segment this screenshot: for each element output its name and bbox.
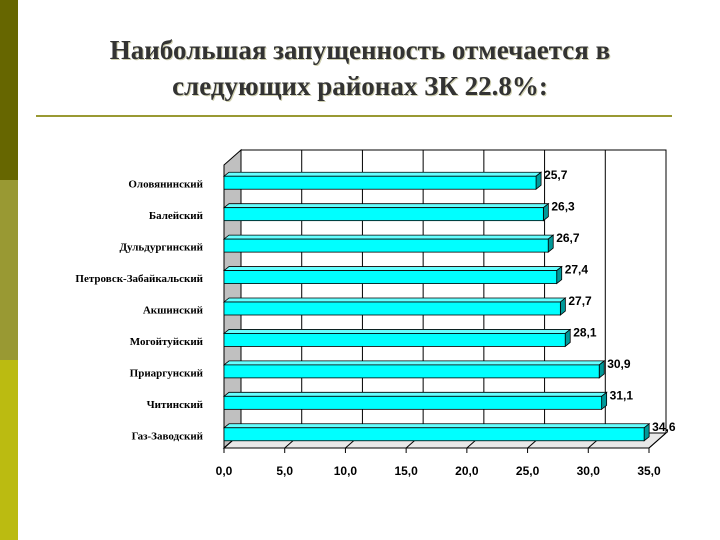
bar bbox=[223, 238, 549, 253]
floor-gridline bbox=[648, 432, 667, 449]
category-label: Могойтуйский bbox=[130, 336, 204, 348]
data-label: 26,3 bbox=[551, 200, 575, 214]
slide-title-line-2: следующих районах ЗК 22.8%: bbox=[172, 71, 548, 101]
bar bbox=[223, 175, 537, 190]
category-label: Акшинский bbox=[143, 305, 204, 317]
category-label: Приаргунский bbox=[130, 367, 204, 379]
title-divider bbox=[36, 115, 672, 117]
x-tick-label: 0,0 bbox=[216, 464, 233, 478]
bar-top-face bbox=[222, 234, 555, 240]
bar bbox=[223, 270, 558, 284]
bar-top-face bbox=[222, 171, 543, 177]
side-accent-dark bbox=[0, 0, 18, 180]
category-label: Читинский bbox=[147, 399, 204, 411]
bar-top-face bbox=[222, 329, 572, 334]
x-tick-label: 10,0 bbox=[334, 464, 358, 478]
bar-top-face bbox=[222, 423, 651, 429]
category-label: Петровск-Забайкальский bbox=[75, 273, 203, 285]
category-label: Дульдургинский bbox=[119, 242, 203, 254]
x-tick-label: 35,0 bbox=[637, 464, 661, 478]
data-label: 31,1 bbox=[610, 388, 634, 402]
side-accent-mid bbox=[0, 180, 18, 360]
x-tick-label: 15,0 bbox=[394, 464, 418, 478]
category-label: Оловянинский bbox=[128, 179, 203, 191]
data-label: 28,1 bbox=[573, 325, 597, 339]
data-label: 26,7 bbox=[556, 231, 580, 245]
data-label: 34,6 bbox=[652, 420, 676, 434]
data-label: 25,7 bbox=[544, 168, 568, 182]
bar-top-face bbox=[222, 266, 563, 271]
bar bbox=[223, 395, 603, 410]
data-label: 27,7 bbox=[568, 294, 592, 308]
bar bbox=[223, 364, 600, 379]
x-tick-label: 20,0 bbox=[455, 464, 479, 478]
chart-back-wall bbox=[240, 149, 667, 434]
category-label: Газ-Заводский bbox=[132, 430, 204, 442]
data-label: 27,4 bbox=[565, 263, 589, 277]
bar bbox=[223, 207, 544, 222]
category-label: Балейский bbox=[149, 210, 204, 222]
bar-top-face bbox=[222, 297, 567, 303]
bar bbox=[223, 301, 561, 316]
slide-title-line-1: Наибольшая запущенность отмечается в bbox=[109, 35, 611, 65]
bar-top-face bbox=[222, 360, 606, 366]
slide-title: Наибольшая запущенность отмечается в сле… bbox=[40, 32, 680, 104]
side-accent-light bbox=[0, 360, 18, 540]
x-tick-label: 30,0 bbox=[577, 464, 601, 478]
bar-top-face bbox=[222, 203, 550, 209]
bar bbox=[223, 333, 566, 347]
x-tick-label: 5,0 bbox=[276, 464, 293, 478]
bar-top-face bbox=[222, 391, 608, 397]
bar bbox=[223, 427, 645, 442]
data-label: 30,9 bbox=[607, 357, 631, 371]
x-tick-label: 25,0 bbox=[516, 464, 540, 478]
